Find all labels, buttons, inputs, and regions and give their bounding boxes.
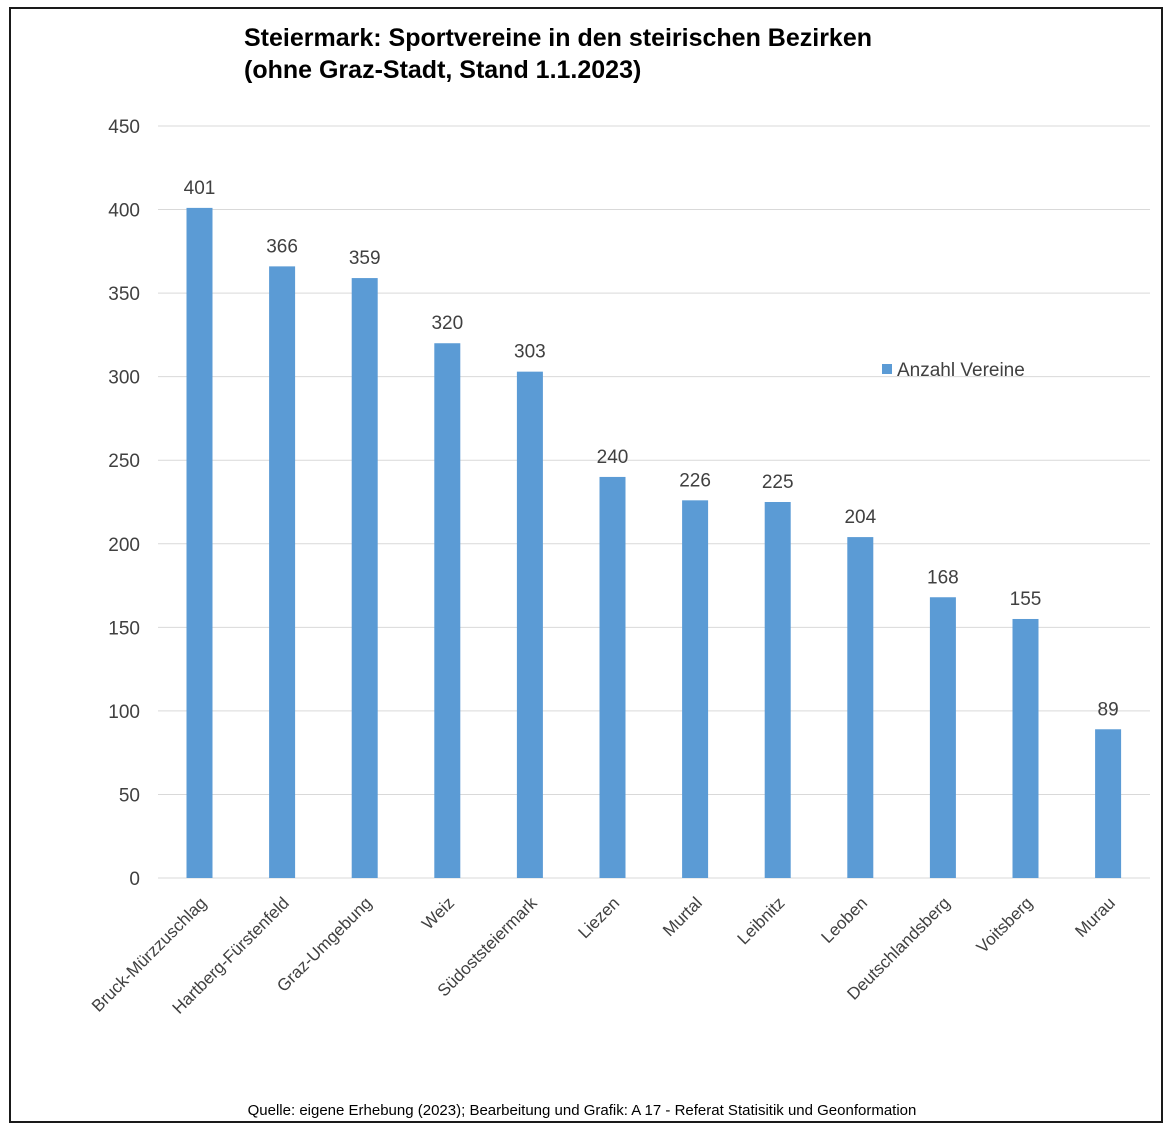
bar: [434, 343, 461, 878]
y-tick-label: 350: [108, 284, 140, 305]
x-tick-label: Weiz: [418, 893, 458, 933]
y-tick-label: 200: [108, 535, 140, 556]
legend-label: Anzahl Vereine: [897, 360, 1025, 381]
bar: [682, 500, 709, 878]
data-label: 303: [514, 342, 546, 363]
y-tick-label: 400: [108, 201, 140, 222]
bars: [186, 207, 1122, 879]
bar: [186, 207, 213, 878]
bar: [929, 597, 956, 878]
x-tick-label: Leibnitz: [734, 893, 789, 948]
data-label: 240: [597, 447, 629, 468]
x-tick-label: Voitsberg: [973, 893, 1037, 957]
y-axis-tick-labels: 0 50 100 150 200 250 300 350 400 450: [108, 117, 140, 890]
data-label: 401: [184, 178, 216, 199]
y-tick-label: 150: [108, 618, 140, 639]
data-label: 225: [762, 472, 794, 493]
legend-swatch: [882, 364, 892, 374]
y-tick-label: 50: [119, 785, 140, 806]
data-label: 226: [679, 470, 711, 491]
x-axis-tick-labels: Bruck-MürzzuschlagHartberg-FürstenfeldGr…: [88, 893, 1119, 1018]
chart-title: Steiermark: Sportvereine in den steirisc…: [244, 22, 872, 86]
bar: [516, 371, 543, 878]
chart-title-line-2: (ohne Graz-Stadt, Stand 1.1.2023): [244, 56, 642, 84]
bar: [269, 266, 296, 879]
x-tick-label: Liezen: [574, 893, 623, 942]
data-label: 359: [349, 248, 381, 269]
bar: [1095, 729, 1122, 878]
data-label: 204: [844, 507, 876, 528]
gridlines: [158, 125, 1150, 879]
y-tick-label: 100: [108, 702, 140, 723]
data-label: 366: [266, 236, 298, 257]
bar: [847, 537, 874, 878]
y-tick-label: 300: [108, 368, 140, 389]
data-label: 155: [1010, 589, 1042, 610]
y-tick-label: 450: [108, 117, 140, 138]
y-tick-label: 0: [129, 869, 140, 890]
x-tick-label: Leoben: [818, 893, 872, 947]
bar: [599, 476, 626, 878]
y-tick-label: 250: [108, 451, 140, 472]
data-labels: 401 366 359 320 303 240 226 225 204 168 155 89: [184, 178, 1119, 720]
data-label: 168: [927, 567, 959, 588]
x-tick-label: Murau: [1071, 893, 1119, 941]
source-note: Quelle: eigene Erhebung (2023); Bearbeit…: [247, 1102, 917, 1119]
legend: Anzahl Vereine: [882, 360, 1025, 381]
data-label: 320: [431, 313, 463, 334]
bar: [351, 278, 378, 878]
bar: [764, 502, 791, 878]
bar: [1012, 618, 1039, 878]
data-label: 89: [1098, 699, 1119, 720]
x-tick-label: Murtal: [659, 893, 706, 940]
chart-title-line-1: Steiermark: Sportvereine in den steirisc…: [244, 24, 873, 52]
